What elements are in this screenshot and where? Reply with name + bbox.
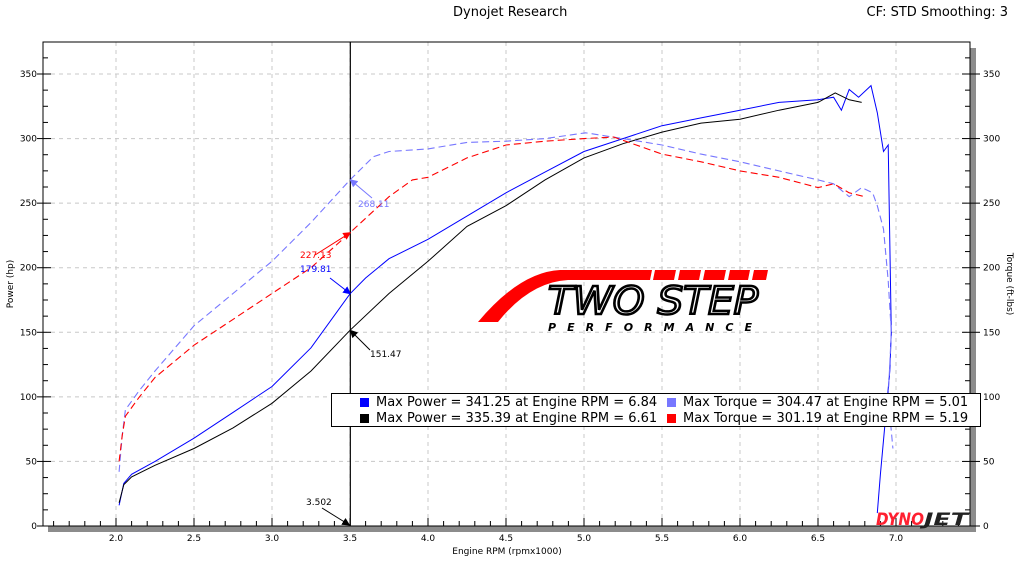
legend-item-max-torque-2: Max Torque = 301.19 at Engine RPM = 5.19 [667, 411, 968, 426]
x-tick-label: 4.5 [499, 534, 513, 544]
legend-item-max-power-1: Max Power = 341.25 at Engine RPM = 6.84 [360, 395, 657, 410]
x-tick-label: 2.0 [109, 534, 124, 544]
grid-lines [43, 42, 970, 526]
x-axis-shadow [48, 526, 975, 532]
y-tick-label: 100 [20, 393, 37, 403]
dynojet-logo: DYNO JET [876, 510, 970, 530]
svg-text:DYNO: DYNO [876, 510, 924, 530]
y-tick-label: 150 [20, 328, 37, 338]
data-series [118, 84, 894, 514]
legend-item-max-torque-1: Max Torque = 304.47 at Engine RPM = 5.01 [667, 395, 968, 410]
y2-tick-label: 150 [983, 328, 1000, 338]
cursor-annotations: 268.11 227.13 179.81 151.47 3.502 [300, 179, 402, 526]
series-line-power-run-2 [118, 92, 862, 503]
y2-tick-label: 250 [983, 199, 1000, 209]
correction-factor-label: CF: STD Smoothing: 3 [866, 5, 1008, 20]
legend-swatch-icon [360, 414, 369, 423]
cursor-rpm-label: 3.502 [306, 498, 332, 508]
cursor-value-label: 179.81 [300, 265, 332, 275]
y-tick-label: 350 [20, 70, 37, 80]
y-tick-label: 300 [20, 135, 37, 145]
axis-ticks: 2.0 2.5 3.0 3.5 4.0 4.5 5.0 5.5 6.0 6.5 7.0 0 50 100 1… [20, 57, 1000, 544]
y-tick-label: 250 [20, 199, 37, 209]
legend-item-max-power-2: Max Power = 335.39 at Engine RPM = 6.61 [360, 411, 657, 426]
cursor-value-label: 268.11 [358, 200, 390, 210]
x-tick-label: 5.0 [577, 534, 592, 544]
y-tick-label: 0 [31, 522, 37, 532]
y2-tick-label: 300 [983, 135, 1000, 145]
cursor-value-label: 151.47 [370, 350, 402, 360]
y2-tick-label: 100 [983, 393, 1000, 403]
chart-title: Dynojet Research [453, 5, 568, 20]
y2-tick-label: 350 [983, 70, 1000, 80]
legend-swatch-icon [667, 398, 676, 407]
x-tick-label: 6.0 [733, 534, 748, 544]
x-axis-title: Engine RPM (rpmx1000) [452, 547, 561, 557]
x-tick-label: 5.5 [655, 534, 669, 544]
two-step-logo: TWO STEP PERFORMANCE [478, 270, 768, 334]
y2-axis-shadow [970, 48, 976, 532]
x-tick-label: 2.5 [187, 534, 201, 544]
y-tick-label: 50 [26, 457, 38, 467]
y-axis-title: Power (hp) [6, 260, 16, 309]
y2-tick-label: 0 [983, 522, 989, 532]
cursor-value-label: 227.13 [300, 251, 332, 261]
logo-text: TWO STEP [548, 279, 758, 323]
legend-swatch-icon [360, 398, 369, 407]
legend: Max Power = 341.25 at Engine RPM = 6.84 … [331, 393, 981, 427]
y2-axis-title: Torque (ft-lbs) [1004, 252, 1014, 316]
y2-tick-label: 50 [983, 457, 995, 467]
series-line-power-run-1 [118, 84, 892, 514]
legend-swatch-icon [667, 414, 676, 423]
x-tick-label: 4.0 [421, 534, 436, 544]
series-line-torque-run-2 [118, 136, 865, 462]
y2-tick-label: 200 [983, 264, 1000, 274]
x-tick-label: 3.0 [265, 534, 280, 544]
series-line-torque-run-1 [118, 132, 894, 472]
x-tick-label: 6.5 [811, 534, 825, 544]
x-tick-label: 3.5 [343, 534, 357, 544]
y-tick-label: 200 [20, 264, 37, 274]
svg-text:JET: JET [920, 510, 971, 530]
x-tick-label: 7.0 [889, 534, 904, 544]
